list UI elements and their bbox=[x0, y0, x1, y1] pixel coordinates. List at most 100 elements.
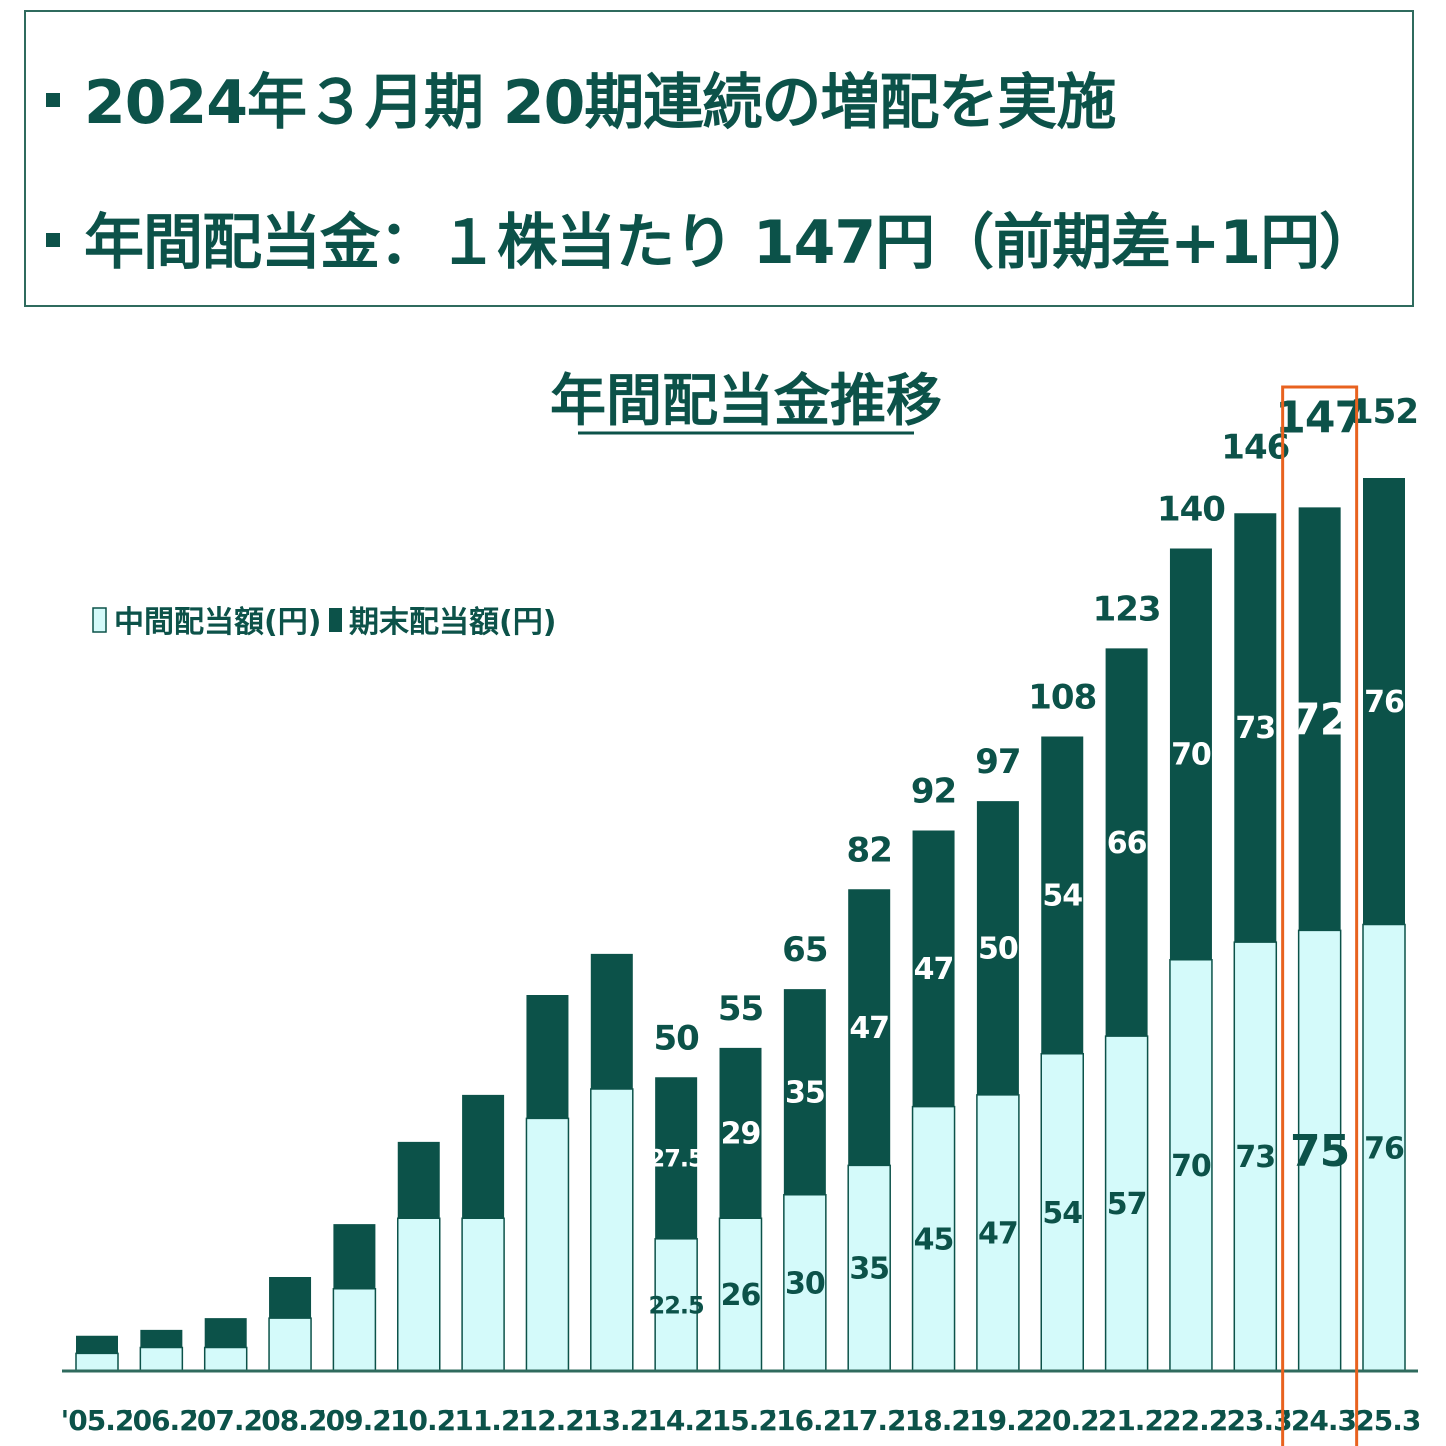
bar-interim bbox=[525, 1117, 570, 1372]
bar-yearend bbox=[1041, 736, 1084, 1054]
data-label-yearend: 50 bbox=[978, 932, 1018, 967]
bar-interim bbox=[75, 1352, 119, 1372]
bar-yearend bbox=[1363, 478, 1405, 925]
data-label-interim: 73 bbox=[1235, 1140, 1275, 1175]
bar-yearend bbox=[976, 801, 1019, 1095]
bar-yearend bbox=[140, 1329, 183, 1348]
bar-interim bbox=[718, 1217, 763, 1372]
total-label: 108 bbox=[1028, 678, 1096, 718]
data-label-yearend: 29 bbox=[721, 1117, 761, 1152]
total-label: 65 bbox=[782, 930, 827, 970]
x-tick-label: '16.2 bbox=[769, 1404, 842, 1437]
bar-yearend bbox=[848, 889, 891, 1166]
legend-swatch-yearend bbox=[329, 608, 342, 632]
data-label-yearend: 35 bbox=[785, 1075, 825, 1110]
bar-yearend bbox=[1105, 648, 1148, 1037]
total-label: 146 bbox=[1221, 427, 1289, 467]
data-label-interim: 75 bbox=[1290, 1126, 1349, 1177]
highlight-frame bbox=[1281, 385, 1359, 1446]
bar-interim bbox=[332, 1288, 377, 1372]
bar-interim bbox=[461, 1217, 505, 1372]
x-tick-label: '13.2 bbox=[575, 1404, 648, 1437]
bar-yearend bbox=[719, 1047, 762, 1219]
bar-interim bbox=[590, 1088, 634, 1372]
data-label-yearend: 27.5 bbox=[649, 1144, 705, 1172]
legend-label-yearend: 期末配当額(円) bbox=[349, 605, 556, 640]
data-label-yearend: 47 bbox=[849, 1011, 889, 1046]
bar-yearend bbox=[333, 1224, 376, 1289]
total-label: 92 bbox=[911, 772, 956, 812]
bar-interim bbox=[397, 1217, 441, 1372]
data-label-yearend: 76 bbox=[1364, 685, 1404, 720]
bar-interim bbox=[139, 1346, 184, 1372]
chart-title: 年間配当金推移 bbox=[550, 369, 942, 434]
bar-interim bbox=[1169, 959, 1213, 1372]
x-tick-layer: '05.2'06.2'07.2'08.2'09.2'10.2'11.2'12.2… bbox=[61, 1404, 1422, 1437]
total-label: 152 bbox=[1350, 392, 1418, 432]
data-label-interim: 47 bbox=[978, 1216, 1018, 1251]
bar-yearend bbox=[526, 995, 569, 1119]
x-tick-label: '05.2 bbox=[61, 1404, 134, 1437]
x-tick-label: '08.2 bbox=[254, 1404, 327, 1437]
total-label: 97 bbox=[975, 742, 1020, 782]
x-tick-label: '21.2 bbox=[1090, 1404, 1163, 1437]
data-label-interim: 70 bbox=[1171, 1149, 1211, 1184]
x-tick-label: '20.2 bbox=[1026, 1404, 1099, 1437]
x-tick-label: '24.3 bbox=[1283, 1404, 1356, 1437]
x-tick-label: '15.2 bbox=[704, 1404, 777, 1437]
bar-yearend bbox=[590, 953, 633, 1089]
bar-interim bbox=[783, 1194, 827, 1372]
data-label-yearend: 47 bbox=[914, 952, 954, 987]
x-tick-label: '11.2 bbox=[447, 1404, 520, 1437]
x-tick-label: '07.2 bbox=[189, 1404, 262, 1437]
bar-yearend bbox=[397, 1141, 440, 1219]
data-label-yearend: 72 bbox=[1290, 694, 1349, 745]
data-label-interim: 54 bbox=[1042, 1196, 1082, 1231]
x-tick-label: '18.2 bbox=[897, 1404, 970, 1437]
x-tick-label: '09.2 bbox=[318, 1404, 391, 1437]
data-label-yearend: 73 bbox=[1235, 711, 1275, 746]
data-label-interim: 22.5 bbox=[649, 1291, 705, 1319]
total-label: 147 bbox=[1275, 392, 1364, 443]
legend-label-interim: 中間配当額(円) bbox=[114, 605, 321, 640]
data-label-interim: 45 bbox=[914, 1222, 954, 1257]
x-tick-label: '06.2 bbox=[125, 1404, 198, 1437]
headline-line-1: 2024年３月期 20期連続の増配を実施 bbox=[46, 54, 1116, 141]
bar-interim bbox=[1297, 929, 1342, 1372]
total-label: 123 bbox=[1093, 589, 1161, 629]
total-label: 82 bbox=[847, 830, 892, 870]
x-tick-label: '10.2 bbox=[382, 1404, 455, 1437]
legend-swatch-interim bbox=[92, 607, 107, 633]
data-label-interim: 35 bbox=[849, 1252, 889, 1287]
headline-line-2: 年間配当金：１株当たり 147円（前期差+1円） bbox=[46, 194, 1379, 281]
bar-interim bbox=[203, 1346, 248, 1372]
x-tick-label: '22.2 bbox=[1155, 1404, 1228, 1437]
bar-yearend bbox=[1234, 513, 1277, 943]
x-tick-label: '14.2 bbox=[640, 1404, 713, 1437]
headline-box: 2024年３月期 20期連続の増配を実施 年間配当金：１株当たり 147円（前期… bbox=[24, 10, 1414, 307]
data-label-yearend: 70 bbox=[1171, 738, 1211, 773]
bar-yearend bbox=[655, 1077, 698, 1239]
bullet-icon bbox=[46, 93, 60, 108]
data-label-yearend: 66 bbox=[1107, 826, 1147, 861]
bar-interim bbox=[268, 1317, 312, 1372]
labels-layer: 22.5 27.5 50 26 29 55 30 35 65 35 47 82 45 47 92 47 50 97… bbox=[649, 392, 1419, 1319]
bar-yearend bbox=[204, 1318, 247, 1348]
data-label-interim: 26 bbox=[721, 1278, 761, 1313]
bar-interim bbox=[976, 1094, 1020, 1372]
bars-layer bbox=[75, 478, 1406, 1372]
bar-interim bbox=[911, 1105, 956, 1372]
data-label-interim: 76 bbox=[1364, 1131, 1404, 1166]
total-label: 140 bbox=[1157, 490, 1225, 530]
bar-yearend bbox=[783, 989, 826, 1195]
data-label-interim: 57 bbox=[1107, 1187, 1147, 1222]
x-tick-label: '12.2 bbox=[511, 1404, 584, 1437]
x-tick-label: '23.3 bbox=[1219, 1404, 1292, 1437]
bullet-icon bbox=[46, 233, 60, 248]
bar-yearend bbox=[269, 1277, 312, 1319]
bar-yearend bbox=[1169, 548, 1212, 960]
legend: 中間配当額(円) 期末配当額(円) bbox=[92, 605, 556, 640]
headline-text-2: 年間配当金：１株当たり 147円（前期差+1円） bbox=[84, 208, 1379, 278]
data-label-interim: 30 bbox=[785, 1266, 825, 1301]
total-label: 50 bbox=[653, 1018, 699, 1058]
